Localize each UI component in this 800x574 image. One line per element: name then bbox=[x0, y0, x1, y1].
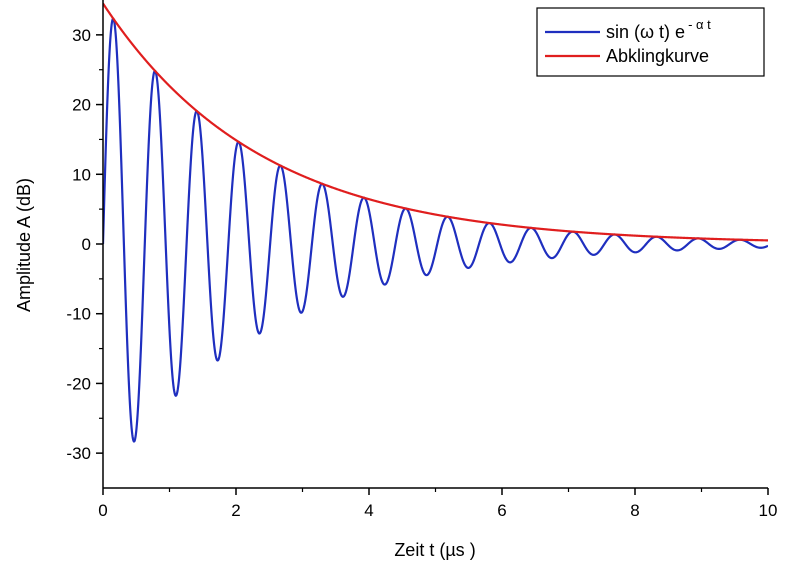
x-tick-label: 8 bbox=[630, 501, 639, 520]
y-axis-title: Amplitude A (dB) bbox=[14, 178, 34, 312]
y-tick-label: 30 bbox=[72, 26, 91, 45]
x-tick-label: 0 bbox=[98, 501, 107, 520]
x-axis-title: Zeit t (µs ) bbox=[394, 540, 475, 560]
x-tick-label: 6 bbox=[497, 501, 506, 520]
legend-box bbox=[536, 7, 765, 77]
y-tick-label: 20 bbox=[72, 96, 91, 115]
y-tick-label: -10 bbox=[66, 305, 91, 324]
legend-label-2: Abklingkurve bbox=[606, 46, 709, 66]
legend-label-1: sin (ω t) e- α t bbox=[606, 17, 711, 42]
series-line-decay bbox=[103, 2, 768, 242]
series-line-oscillation bbox=[103, 17, 768, 443]
x-tick-label: 10 bbox=[759, 501, 778, 520]
y-tick-label: -20 bbox=[66, 374, 91, 393]
legend: sin (ω t) e- α t Abklingkurve bbox=[536, 7, 765, 77]
y-tick-label: -30 bbox=[66, 444, 91, 463]
y-tick-label: 0 bbox=[82, 235, 91, 254]
series-layer bbox=[103, 2, 768, 443]
x-tick-label: 4 bbox=[364, 501, 373, 520]
y-tick-label: 10 bbox=[72, 165, 91, 184]
x-tick-label: 2 bbox=[231, 501, 240, 520]
ticks: 0 2 4 6 8 10 -30 -20 -10 0 10 20 30 bbox=[66, 26, 777, 520]
